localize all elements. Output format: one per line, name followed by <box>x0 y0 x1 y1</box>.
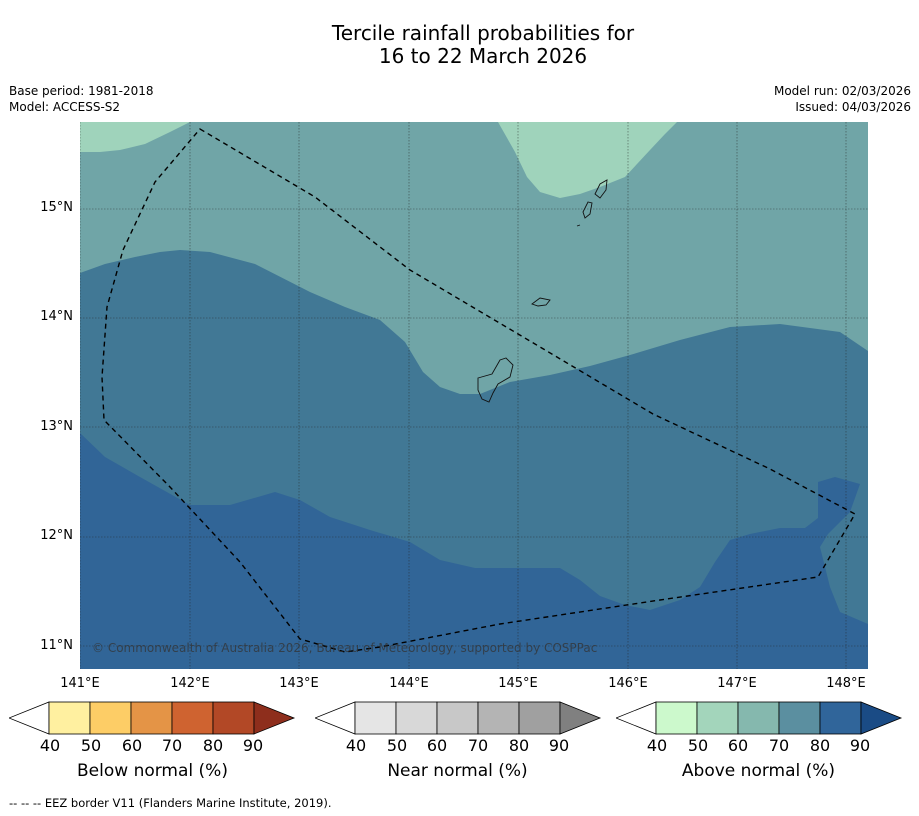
cbar-below-2 <box>130 701 173 735</box>
lat-label-11: 11°N <box>40 638 73 653</box>
cbar-below-4 <box>212 701 255 735</box>
title-line-2: 16 to 22 March 2026 <box>378 44 588 68</box>
lon-label-146: 146°E <box>608 676 648 691</box>
island-rota <box>531 297 551 307</box>
lon-label-147: 147°E <box>717 676 757 691</box>
near-tick-90: 90 <box>548 736 570 755</box>
below-tick-50: 50 <box>80 736 102 755</box>
cbar-near-2 <box>436 701 479 735</box>
near-tick-80: 80 <box>508 736 530 755</box>
model-run: Model run: 02/03/2026 <box>773 84 911 98</box>
metadata-left: Base period: 1981-2018 Model: ACCESS-S2 <box>9 83 154 115</box>
above-tick-90: 90 <box>849 736 871 755</box>
above-tick-60: 60 <box>727 736 749 755</box>
cbar-above-3 <box>778 701 821 735</box>
issued-date: Issued: 04/03/2026 <box>795 100 911 114</box>
island-guam <box>477 357 514 403</box>
lat-label-14: 14°N <box>40 309 73 324</box>
below-tick-70: 70 <box>161 736 183 755</box>
above-normal-title: Above normal (%) <box>681 761 836 781</box>
below-normal-title: Below normal (%) <box>77 761 228 781</box>
colorbar-near-normal <box>315 701 602 735</box>
title-line-1: Tercile rainfall probabilities for <box>331 21 635 45</box>
lon-label-143: 143°E <box>279 676 319 691</box>
region-above-50-60-west <box>80 122 190 152</box>
eez-border <box>101 128 856 653</box>
probability-map[interactable] <box>80 122 868 669</box>
eez-footnote: -- -- -- EEZ border V11 (Flanders Marine… <box>9 796 332 810</box>
model-name: Model: ACCESS-S2 <box>9 100 121 114</box>
colorbar-below-normal <box>9 701 296 735</box>
cbar-below-1 <box>89 701 132 735</box>
below-tick-80: 80 <box>202 736 224 755</box>
near-tick-70: 70 <box>467 736 489 755</box>
cbar-near-5 <box>559 701 602 735</box>
base-period: Base period: 1981-2018 <box>9 84 154 98</box>
lon-label-144: 144°E <box>389 676 429 691</box>
lat-label-15: 15°N <box>40 200 73 215</box>
lat-label-13: 13°N <box>40 419 73 434</box>
map-svg <box>80 122 868 669</box>
lon-label-142: 142°E <box>170 676 210 691</box>
near-tick-60: 60 <box>426 736 448 755</box>
near-tick-40: 40 <box>345 736 367 755</box>
cbar-near-1 <box>395 701 438 735</box>
below-tick-40: 40 <box>39 736 61 755</box>
cbar-below-0 <box>48 701 91 735</box>
cbar-above-1 <box>696 701 739 735</box>
island-saipan <box>594 179 608 199</box>
region-above-50-60-north <box>498 122 677 198</box>
above-tick-50: 50 <box>687 736 709 755</box>
cbar-above-0 <box>655 701 698 735</box>
cbar-above-5 <box>860 701 903 735</box>
cbar-above-4 <box>819 701 862 735</box>
below-tick-60: 60 <box>121 736 143 755</box>
cbar-below-5 <box>253 701 296 735</box>
below-tick-90: 90 <box>242 736 264 755</box>
lat-label-12: 12°N <box>40 528 73 543</box>
copyright-notice: © Commonwealth of Australia 2026, Bureau… <box>92 641 598 655</box>
lon-label-148: 148°E <box>826 676 866 691</box>
island-aguijan <box>576 224 581 227</box>
near-normal-title: Near normal (%) <box>387 761 528 781</box>
above-tick-80: 80 <box>809 736 831 755</box>
above-tick-70: 70 <box>768 736 790 755</box>
cbar-below-3 <box>171 701 214 735</box>
island-outlines <box>477 179 608 403</box>
near-tick-50: 50 <box>386 736 408 755</box>
chart-title: Tercile rainfall probabilities for 16 to… <box>0 22 919 68</box>
lon-label-141: 141°E <box>60 676 100 691</box>
island-tinian <box>582 201 593 219</box>
cbar-near-0 <box>354 701 397 735</box>
metadata-right: Model run: 02/03/2026 Issued: 04/03/2026 <box>774 83 911 115</box>
lon-label-145: 145°E <box>498 676 538 691</box>
colorbar-above-normal <box>616 701 903 735</box>
above-tick-40: 40 <box>646 736 668 755</box>
cbar-near-4 <box>518 701 561 735</box>
cbar-above-2 <box>737 701 780 735</box>
region-above-60-70 <box>80 122 868 394</box>
cbar-near-3 <box>477 701 520 735</box>
